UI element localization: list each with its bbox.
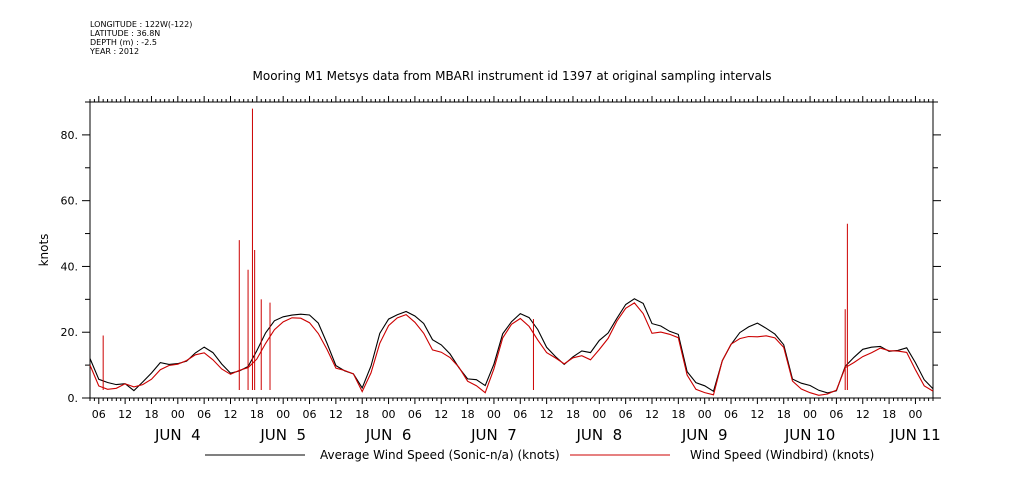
y-axis-label: knots	[37, 234, 51, 267]
x-day-label: JUN 8	[575, 426, 622, 444]
x-hour-label: 06	[303, 408, 317, 421]
x-hour-label: 06	[408, 408, 422, 421]
x-hour-label: 00	[382, 408, 396, 421]
x-hour-label: 06	[829, 408, 843, 421]
latitude-text: LATITUDE : 36.8N	[90, 29, 161, 38]
x-hour-label: 12	[118, 408, 132, 421]
legend-label: Wind Speed (Windbird) (knots)	[690, 448, 874, 462]
chart-title: Mooring M1 Metsys data from MBARI instru…	[253, 69, 772, 83]
x-hour-label: 18	[144, 408, 158, 421]
series-line-average	[89, 298, 934, 394]
x-hour-label: 18	[882, 408, 896, 421]
axis-labels: 0. 20. 40. 60. 80. 06 12 18 00 06 12 18 00 06 12 18 00 06…	[61, 129, 941, 444]
x-hour-label: 12	[856, 408, 870, 421]
x-hour-label: 06	[92, 408, 106, 421]
x-day-label: JUN 9	[681, 426, 728, 444]
x-hour-label: 18	[566, 408, 580, 421]
longitude-text: LONGITUDE : 122W(-122)	[90, 20, 193, 29]
series-line-windbird	[89, 302, 934, 396]
x-day-label: JUN 4	[154, 426, 201, 444]
x-hour-label: 00	[908, 408, 922, 421]
x-day-label: JUN 7	[470, 426, 517, 444]
x-hour-label: 18	[355, 408, 369, 421]
x-hour-label: 06	[724, 408, 738, 421]
y-tick-label: 80.	[61, 129, 79, 142]
plot-frame	[89, 101, 934, 399]
x-day-label: JUN 5	[259, 426, 306, 444]
legend: Average Wind Speed (Sonic-n/a) (knots) Wi…	[205, 448, 874, 462]
x-hour-label: 00	[592, 408, 606, 421]
x-hour-label: 06	[513, 408, 527, 421]
x-hour-label: 12	[750, 408, 764, 421]
x-hour-label: 06	[197, 408, 211, 421]
y-tick-label: 20.	[61, 326, 79, 339]
x-hour-label: 18	[671, 408, 685, 421]
x-hour-label: 06	[619, 408, 633, 421]
x-hour-label: 00	[803, 408, 817, 421]
y-tick-label: 60.	[61, 195, 79, 208]
x-hour-label: 18	[777, 408, 791, 421]
x-hour-label: 00	[698, 408, 712, 421]
x-hour-label: 12	[329, 408, 343, 421]
x-hour-label: 12	[434, 408, 448, 421]
metadata-block: LONGITUDE : 122W(-122) LATITUDE : 36.8N …	[90, 20, 192, 56]
axis-ticks	[82, 96, 941, 404]
legend-label: Average Wind Speed (Sonic-n/a) (knots)	[320, 448, 560, 462]
depth-text: DEPTH (m) : -2.5	[90, 38, 157, 47]
y-tick-label: 40.	[61, 260, 79, 273]
x-hour-label: 00	[276, 408, 290, 421]
x-hour-label: 12	[645, 408, 659, 421]
year-text: YEAR : 2012	[90, 47, 140, 56]
x-day-label: JUN 11	[889, 426, 940, 444]
x-day-label: JUN 6	[365, 426, 412, 444]
x-hour-label: 18	[461, 408, 475, 421]
x-hour-label: 18	[250, 408, 264, 421]
x-day-label: JUN 10	[784, 426, 835, 444]
x-hour-label: 12	[540, 408, 554, 421]
x-hour-label: 00	[171, 408, 185, 421]
x-hour-label: 12	[224, 408, 238, 421]
x-hour-label: 00	[487, 408, 501, 421]
y-tick-label: 0.	[68, 392, 79, 405]
series-lines	[89, 108, 934, 396]
